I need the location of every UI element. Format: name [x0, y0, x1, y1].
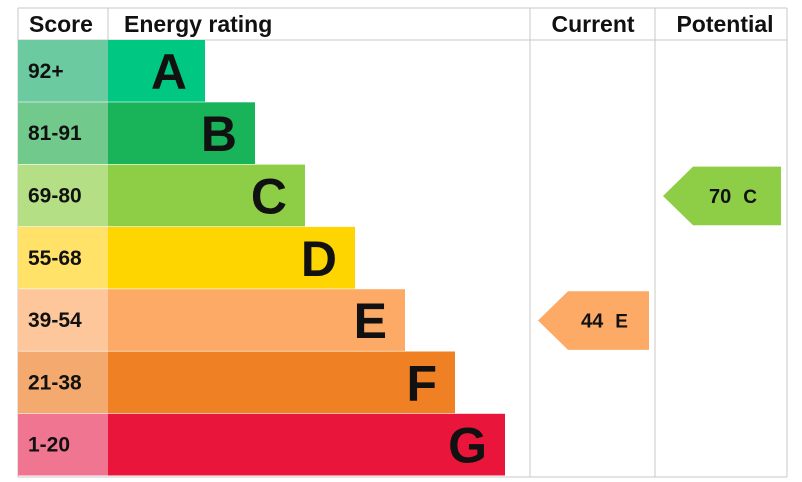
- band-bar-e: [108, 289, 405, 351]
- current-marker: [538, 291, 649, 350]
- band-letter-a: A: [151, 44, 187, 100]
- energy-rating-header: Energy rating: [124, 11, 272, 37]
- score-cell-b: [18, 102, 108, 164]
- score-range-b: 81-91: [28, 122, 82, 145]
- potential-rating-label: 70 C: [709, 186, 757, 208]
- potential-rating-value: 70: [709, 186, 731, 208]
- potential-rating-letter: C: [743, 187, 757, 208]
- current-rating-label: 44 E: [581, 311, 628, 333]
- score-cell-g: [18, 413, 108, 476]
- band-bar-b: [108, 102, 255, 164]
- score-cell-c: [18, 164, 108, 227]
- score-cell-f: [18, 351, 108, 414]
- band-letter-c: C: [251, 168, 287, 224]
- band-letter-b: B: [201, 106, 237, 162]
- score-cell-d: [18, 226, 108, 289]
- score-cell-a: [18, 40, 108, 102]
- band-bar-a: [108, 40, 205, 102]
- band-letter-e: E: [354, 293, 387, 349]
- score-range-g: 1-20: [28, 434, 70, 457]
- band-bar-g: [108, 413, 505, 476]
- current-rating-letter: E: [615, 312, 628, 333]
- band-letter-g: G: [448, 418, 487, 474]
- band-bar-c: [108, 164, 305, 227]
- score-range-f: 21-38: [28, 371, 82, 394]
- score-range-d: 55-68: [28, 247, 82, 270]
- rating-bands: 92+ A 81-91 B 69-80 C 55-68 D 39-54 E 21-38 F 1-20 G: [18, 40, 505, 476]
- score-header: Score: [29, 11, 93, 37]
- potential-header: Potential: [676, 11, 773, 37]
- score-range-e: 39-54: [28, 309, 82, 332]
- score-cell-e: [18, 289, 108, 351]
- potential-marker: [663, 166, 781, 226]
- band-bar-f: [108, 351, 455, 414]
- band-letter-f: F: [406, 355, 437, 411]
- rating-markers: 44 E 70 C: [538, 166, 781, 350]
- band-bar-d: [108, 226, 355, 289]
- score-range-a: 92+: [28, 60, 64, 83]
- current-header: Current: [551, 11, 634, 37]
- current-rating-value: 44: [581, 311, 604, 333]
- band-letter-d: D: [301, 231, 337, 287]
- score-range-c: 69-80: [28, 184, 82, 207]
